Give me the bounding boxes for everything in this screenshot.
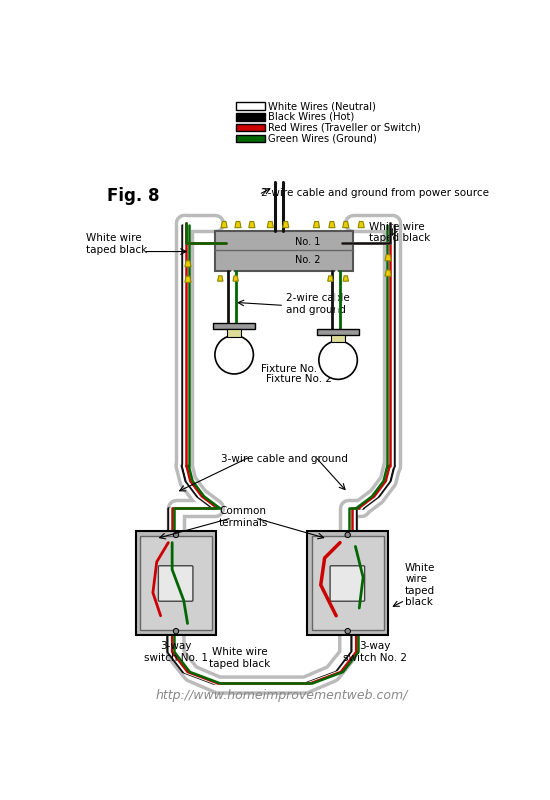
- Text: 2-wire cable
and ground: 2-wire cable and ground: [286, 293, 349, 314]
- Circle shape: [173, 629, 179, 634]
- Bar: [227, 330, 241, 337]
- Polygon shape: [358, 222, 364, 228]
- Text: White wire
taped black: White wire taped black: [209, 647, 270, 669]
- Circle shape: [215, 335, 254, 374]
- Circle shape: [173, 532, 179, 538]
- Text: Green Wires (Ground): Green Wires (Ground): [268, 134, 377, 143]
- Text: 3-wire cable and ground: 3-wire cable and ground: [221, 454, 348, 465]
- FancyBboxPatch shape: [330, 566, 365, 602]
- Polygon shape: [249, 222, 255, 228]
- Bar: [236, 113, 265, 121]
- Bar: [317, 329, 359, 334]
- Text: 3-way
switch No. 2: 3-way switch No. 2: [343, 641, 406, 662]
- Text: http://www.homeimprovementweb.com/: http://www.homeimprovementweb.com/: [156, 689, 408, 702]
- Text: Red Wires (Traveller or Switch): Red Wires (Traveller or Switch): [268, 122, 421, 133]
- Polygon shape: [343, 276, 349, 281]
- Text: Fixture No. 1: Fixture No. 1: [261, 364, 327, 374]
- Text: Fig. 8: Fig. 8: [107, 187, 160, 205]
- Polygon shape: [328, 276, 333, 281]
- Polygon shape: [221, 222, 227, 228]
- Text: White wire
taped black: White wire taped black: [86, 233, 147, 254]
- Bar: [213, 323, 255, 330]
- Bar: [312, 536, 383, 630]
- Bar: [140, 536, 212, 630]
- Polygon shape: [343, 222, 349, 228]
- Polygon shape: [385, 270, 391, 276]
- Circle shape: [319, 341, 358, 379]
- Text: Common
terminals: Common terminals: [219, 506, 268, 528]
- Polygon shape: [314, 222, 320, 228]
- Text: No. 2: No. 2: [295, 255, 321, 265]
- Bar: [307, 531, 388, 635]
- Polygon shape: [283, 222, 289, 228]
- Bar: [236, 134, 265, 142]
- Text: White
wire
taped
black: White wire taped black: [405, 562, 436, 607]
- Polygon shape: [185, 261, 191, 267]
- Bar: [236, 102, 265, 110]
- Polygon shape: [233, 276, 238, 281]
- Circle shape: [345, 532, 350, 538]
- Bar: [135, 531, 217, 635]
- Polygon shape: [385, 254, 391, 261]
- Text: No. 1: No. 1: [295, 237, 321, 246]
- Bar: [215, 230, 354, 270]
- Text: Black Wires (Hot): Black Wires (Hot): [268, 112, 354, 122]
- FancyBboxPatch shape: [158, 566, 193, 602]
- Text: 3-way
switch No. 1: 3-way switch No. 1: [144, 641, 208, 662]
- Bar: [236, 124, 265, 131]
- Text: 2-wire cable and ground from power source: 2-wire cable and ground from power sourc…: [261, 188, 489, 198]
- Bar: [331, 334, 345, 342]
- Polygon shape: [235, 222, 241, 228]
- Polygon shape: [267, 222, 273, 228]
- Polygon shape: [329, 222, 335, 228]
- Text: Fixture No. 2: Fixture No. 2: [267, 374, 332, 384]
- Polygon shape: [185, 276, 191, 282]
- Text: White Wires (Neutral): White Wires (Neutral): [268, 101, 376, 111]
- Text: White wire
taped black: White wire taped black: [369, 222, 430, 243]
- Polygon shape: [218, 276, 223, 281]
- Circle shape: [345, 629, 350, 634]
